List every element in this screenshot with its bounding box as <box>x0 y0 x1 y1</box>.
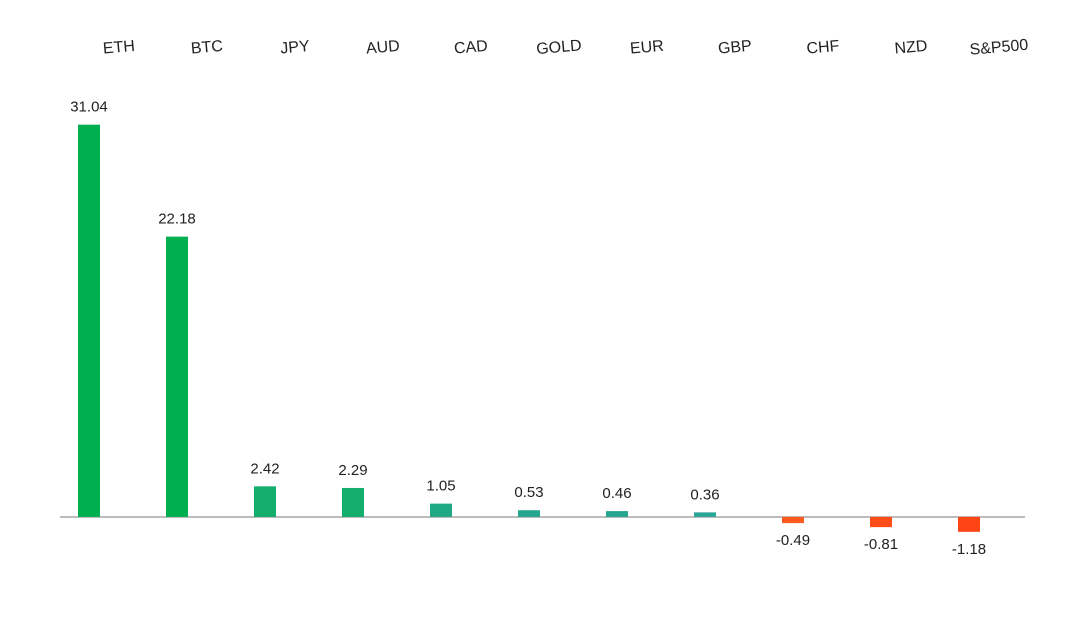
value-label: -0.81 <box>864 536 898 553</box>
category-label: S&P500 <box>969 37 1029 59</box>
value-label: 0.53 <box>514 484 543 501</box>
category-label: CHF <box>806 38 840 58</box>
value-label: 2.42 <box>250 460 279 477</box>
bar <box>166 236 188 517</box>
value-label: -0.49 <box>776 532 810 549</box>
value-label: 0.36 <box>690 486 719 503</box>
value-label: 0.46 <box>602 485 631 502</box>
value-label: 31.04 <box>70 99 108 116</box>
value-label: 1.05 <box>426 478 455 495</box>
bar <box>430 503 452 517</box>
bar <box>78 124 100 517</box>
bar <box>254 486 276 517</box>
bar <box>782 516 804 524</box>
category-label: NZD <box>894 38 928 58</box>
value-label: -1.18 <box>952 541 986 558</box>
bar <box>694 512 716 517</box>
category-label: GBP <box>717 38 752 58</box>
value-label: 2.29 <box>338 462 367 479</box>
bar <box>958 516 980 532</box>
bar <box>342 487 364 517</box>
category-label: ETH <box>102 38 135 58</box>
category-label: GOLD <box>536 37 583 58</box>
bar <box>518 510 540 517</box>
bar <box>870 516 892 528</box>
category-label: AUD <box>365 38 400 58</box>
category-label: EUR <box>629 38 664 58</box>
category-label: BTC <box>190 38 223 58</box>
bar <box>606 511 628 517</box>
value-label: 22.18 <box>158 211 196 228</box>
category-label: JPY <box>280 38 311 58</box>
category-label: CAD <box>453 38 488 58</box>
